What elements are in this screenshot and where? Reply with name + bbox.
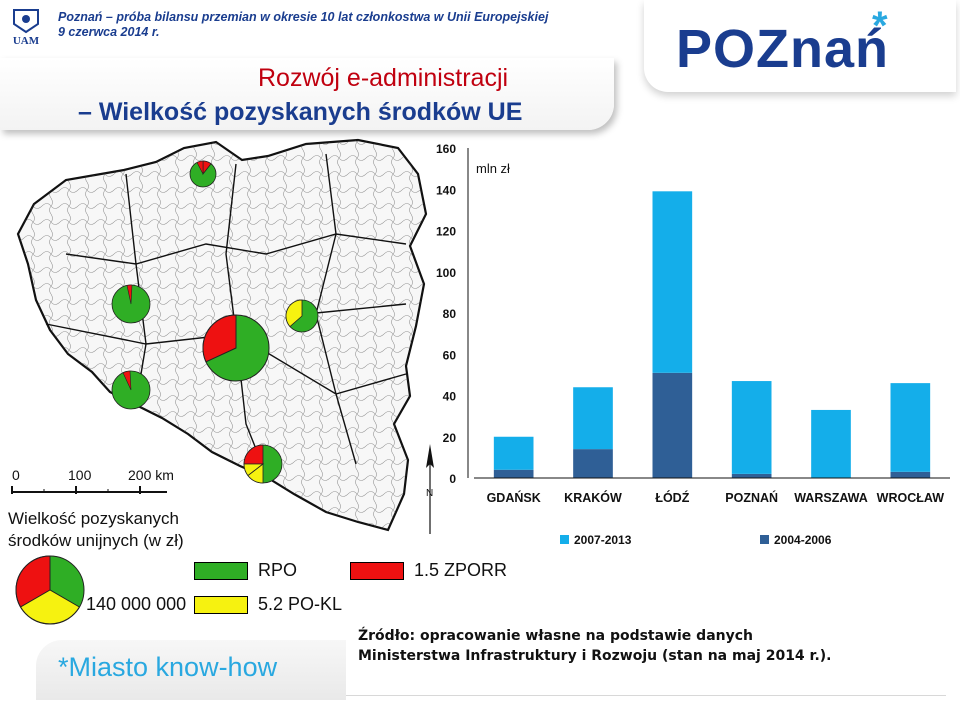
pie-szczecin [111,284,151,324]
y-tick-label: 20 [443,431,457,445]
legend-label-zporr: 1.5 ZPORR [414,560,508,580]
source-line-2: Ministerstwa Infrastruktury i Rozwoju (s… [358,648,832,664]
bar-2004-2006-POZNAŃ [731,473,772,478]
y-tick-label: 60 [443,348,457,362]
legend-swatch-zporr [350,562,404,580]
chart-legend: 2007-2013 2004-2006 [560,533,832,547]
bar-2004-2006-WROCŁAW [890,471,931,478]
city-logo-panel [644,0,956,92]
map-scale-bar: 0 100 200 km [11,467,174,494]
pie-krakow [243,444,283,484]
y-tick-label: 40 [443,390,457,404]
y-tick-label: 120 [436,225,456,239]
poznan-logo: POZnań [676,19,890,79]
y-tick-label: 80 [443,307,457,321]
bar-2007-2013-WARSZAWA [811,409,851,478]
x-axis: GDAŃSK KRAKÓW ŁÓDŹ POZNAŃ WARSZAWA WROCŁAW [474,477,950,505]
uam-logo: UAM [13,9,40,46]
slide-subtitle: – Wielkość pozyskanych środków UE [78,98,523,126]
bar-2007-2013-POZNAŃ [731,381,772,474]
pie-gdansk [189,160,217,188]
y-axis: 0 20 40 60 80 100 120 140 160 [436,142,469,486]
footer-band [36,640,346,700]
y-tick-label: 140 [436,183,456,197]
y-tick-label: 100 [436,266,456,280]
legend-label-pokl: 5.2 PO-KL [258,594,343,614]
y-unit-label: mln zł [476,161,510,176]
bar-2007-2013-KRAKÓW [573,387,613,450]
x-tick-label: GDAŃSK [487,490,541,505]
poland-map: 0 100 200 km N [11,138,434,534]
legend-swatch-2007-2013 [560,535,569,544]
x-tick-label: POZNAŃ [725,490,778,505]
north-label: N [426,488,433,499]
north-arrow-icon: N [426,444,434,534]
footer-brand: *Miasto know-how [58,652,278,682]
presentation-caption: Poznań – próba bilansu przemian w okresi… [58,10,548,40]
scale-label-0: 0 [12,467,20,483]
x-tick-label: ŁÓDŹ [655,490,689,505]
legend-swatch-pokl [194,596,248,614]
legend-size-pie [15,555,85,625]
footer-divider [346,695,946,696]
x-tick-label: WARSZAWA [794,491,868,505]
legend-swatch-rpo [194,562,248,580]
pie-warszawa [285,299,319,333]
bar-2004-2006-ŁÓDŹ [652,372,693,478]
scale-label-200: 200 km [128,467,174,483]
bar-2007-2013-GDAŃSK [493,436,534,470]
legend-label-2004-2006: 2004-2006 [774,533,832,547]
title-banner [0,58,614,130]
y-tick-label: 0 [449,472,456,486]
legend-size-label: 140 000 000 [86,594,187,614]
legend-swatch-2004-2006 [760,535,769,544]
slide-title: Rozwój e-administracji [258,64,509,92]
bar-2004-2006-GDAŃSK [493,469,534,478]
source-note: Źródło: opracowanie własne na podstawie … [358,626,832,666]
x-tick-label: WROCŁAW [877,491,945,505]
caption-title: Poznań – próba bilansu przemian w okresi… [58,10,549,24]
bar-2007-2013-ŁÓDŹ [652,191,693,373]
bar-2004-2006-KRAKÓW [573,449,613,478]
legend-label-rpo: RPO [258,560,298,580]
map-legend-title: Wielkość pozyskanych środków unijnych (w… [8,509,184,550]
source-line-1: Źródło: opracowanie własne na podstawie … [358,628,754,644]
bars [493,191,931,478]
pie-poznan [111,370,151,410]
pie-lodz [202,314,270,382]
poznan-star-icon: * [872,4,888,48]
uam-logo-text: UAM [13,35,40,46]
bar-2007-2013-WROCŁAW [890,383,931,472]
legend-label-2007-2013: 2007-2013 [574,533,632,547]
bar-chart: 0 20 40 60 80 100 120 140 160 GDAŃSK KRAKÓW ŁÓDŹ PO… [436,142,950,547]
x-tick-label: KRAKÓW [564,490,622,505]
scale-label-100: 100 [68,467,92,483]
y-tick-label: 160 [436,142,456,156]
caption-date: 9 czerwca 2014 r. [58,25,160,39]
